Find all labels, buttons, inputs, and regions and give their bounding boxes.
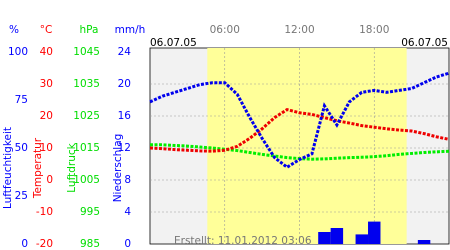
y-tick-label: -10	[36, 206, 53, 218]
y-tick-label: 1025	[73, 110, 100, 122]
y-tick-label: 8	[124, 174, 131, 186]
y-tick-label: 50	[15, 142, 28, 154]
y-tick-label: 1015	[73, 142, 100, 154]
y-tick-label: 30	[40, 78, 53, 90]
axis-title: Niederschlag	[112, 134, 124, 203]
y-tick-label: 20	[118, 78, 131, 90]
axis-unit: hPa	[80, 24, 99, 36]
footer: Erstellt: 11.01.2012 03:06	[174, 235, 312, 247]
y-tick-label: 40	[40, 46, 53, 58]
precip-bar	[368, 221, 381, 244]
y-tick-label: 10	[40, 142, 53, 154]
y-tick-label: 16	[118, 110, 132, 122]
y-tick-label: 75	[15, 94, 28, 106]
y-tick-label: -20	[36, 238, 53, 250]
y-tick-label: 0	[21, 238, 28, 250]
x-tick-label: 06:00	[210, 24, 240, 36]
date-right: 06.07.05	[401, 37, 448, 49]
y-tick-label: 25	[15, 190, 28, 202]
x-tick-label: 18:00	[359, 24, 389, 36]
data-line	[149, 71, 450, 170]
axis-title: Luftdruck	[66, 142, 78, 192]
y-tick-label: 1045	[73, 46, 100, 58]
y-tick-label: 12	[118, 142, 131, 154]
y-tick-label: 1005	[73, 174, 100, 186]
y-tick-label: 0	[124, 238, 131, 250]
axis-unit: mm/h	[115, 24, 146, 36]
y-tick-label: 24	[118, 46, 132, 58]
y-tick-label: 4	[124, 206, 131, 218]
precip-bar	[355, 234, 369, 244]
date-left: 06.07.05	[150, 37, 197, 49]
precip-bar	[417, 240, 431, 244]
precip-bar	[318, 232, 331, 244]
y-tick-label: 0	[46, 174, 53, 186]
axis-unit: %	[9, 24, 19, 36]
y-tick-label: 1035	[73, 78, 100, 90]
axis-title: Luftfeuchtigkeit	[2, 127, 14, 209]
y-tick-label: 100	[8, 46, 28, 58]
precip-bar	[330, 228, 344, 244]
axis-title: Temperatur	[32, 137, 44, 199]
y-tick-label: 20	[40, 110, 53, 122]
x-tick-label: 12:00	[284, 24, 314, 36]
y-tick-label: 995	[80, 206, 100, 218]
data-line	[149, 107, 450, 153]
y-tick-label: 985	[80, 238, 100, 250]
axis-unit: °C	[40, 24, 53, 36]
